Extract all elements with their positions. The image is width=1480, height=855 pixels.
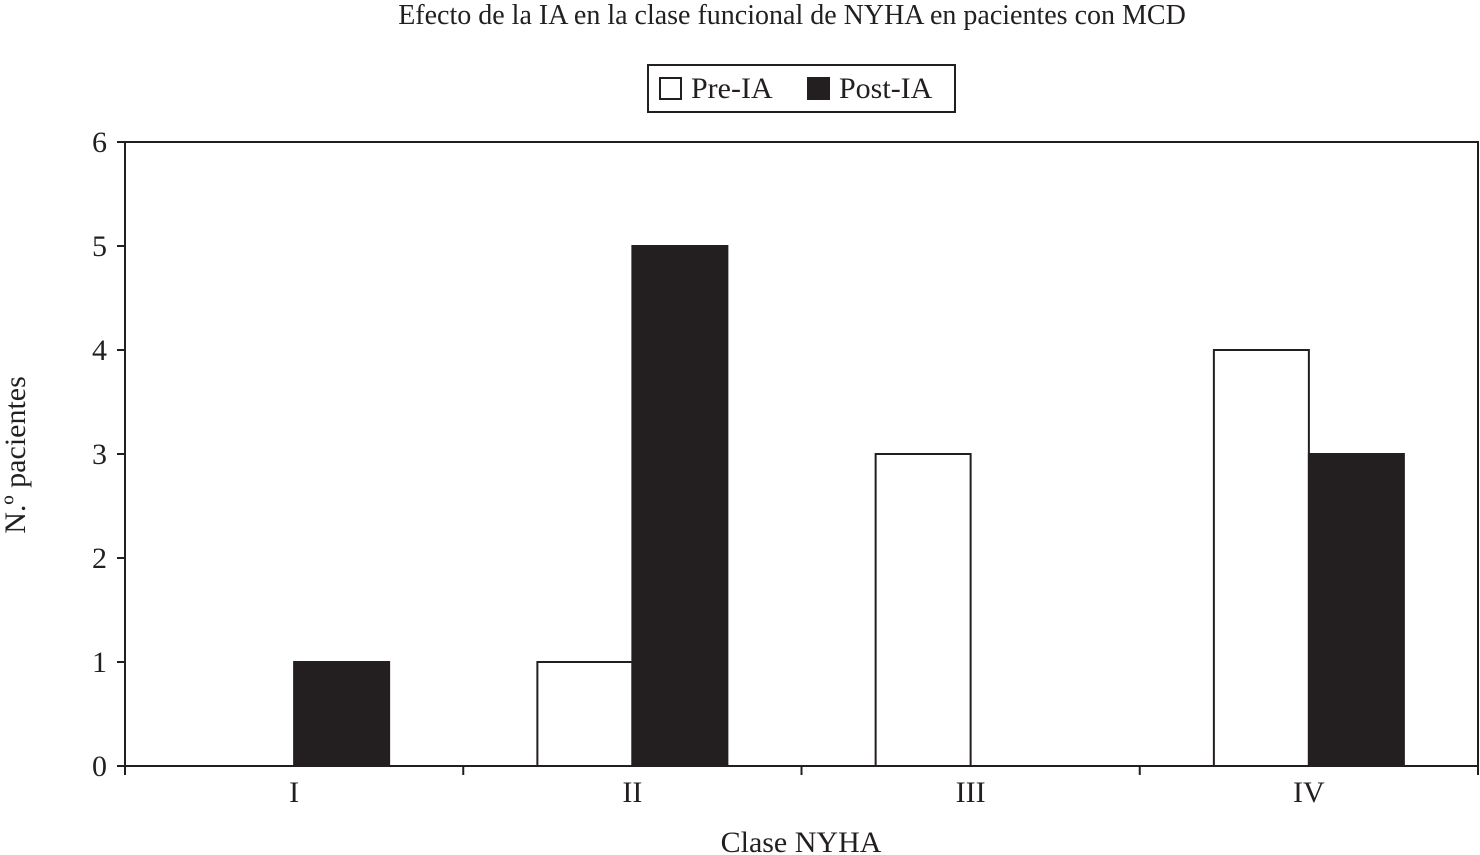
legend: Pre-IA Post-IA [647, 64, 956, 113]
bar-post-ia-i [293, 661, 391, 767]
legend-label-pre-ia: Pre-IA [691, 72, 773, 105]
chart-title: Efecto de la IA en la clase funcional de… [398, 0, 1186, 31]
y-tick-label-0: 0 [92, 750, 107, 783]
y-tick-label-6: 6 [92, 126, 107, 159]
x-tick-label-iii: III [956, 776, 986, 809]
x-tick-label-iv: IV [1293, 776, 1325, 809]
x-axis-label: Clase NYHA [721, 826, 882, 855]
y-tick-label-2: 2 [92, 542, 107, 575]
legend-swatch-pre-ia [659, 77, 682, 100]
bar-post-ia-ii [631, 245, 729, 767]
y-axis-label: N.º pacientes [0, 376, 32, 534]
y-tick-label-4: 4 [92, 334, 107, 367]
bar-pre-ia-ii [536, 661, 634, 767]
bar-pre-ia-iii [874, 453, 972, 767]
bar-pre-ia-iv [1212, 349, 1310, 767]
bar-post-ia-iv [1307, 453, 1405, 767]
y-tick-label-1: 1 [92, 646, 107, 679]
legend-swatch-post-ia [807, 77, 830, 100]
legend-box [647, 64, 956, 113]
y-tick-label-3: 3 [92, 438, 107, 471]
legend-label-post-ia: Post-IA [839, 72, 933, 105]
x-tick-label-ii: II [622, 776, 642, 809]
y-tick-label-5: 5 [92, 230, 107, 263]
x-tick-label-i: I [289, 776, 299, 809]
